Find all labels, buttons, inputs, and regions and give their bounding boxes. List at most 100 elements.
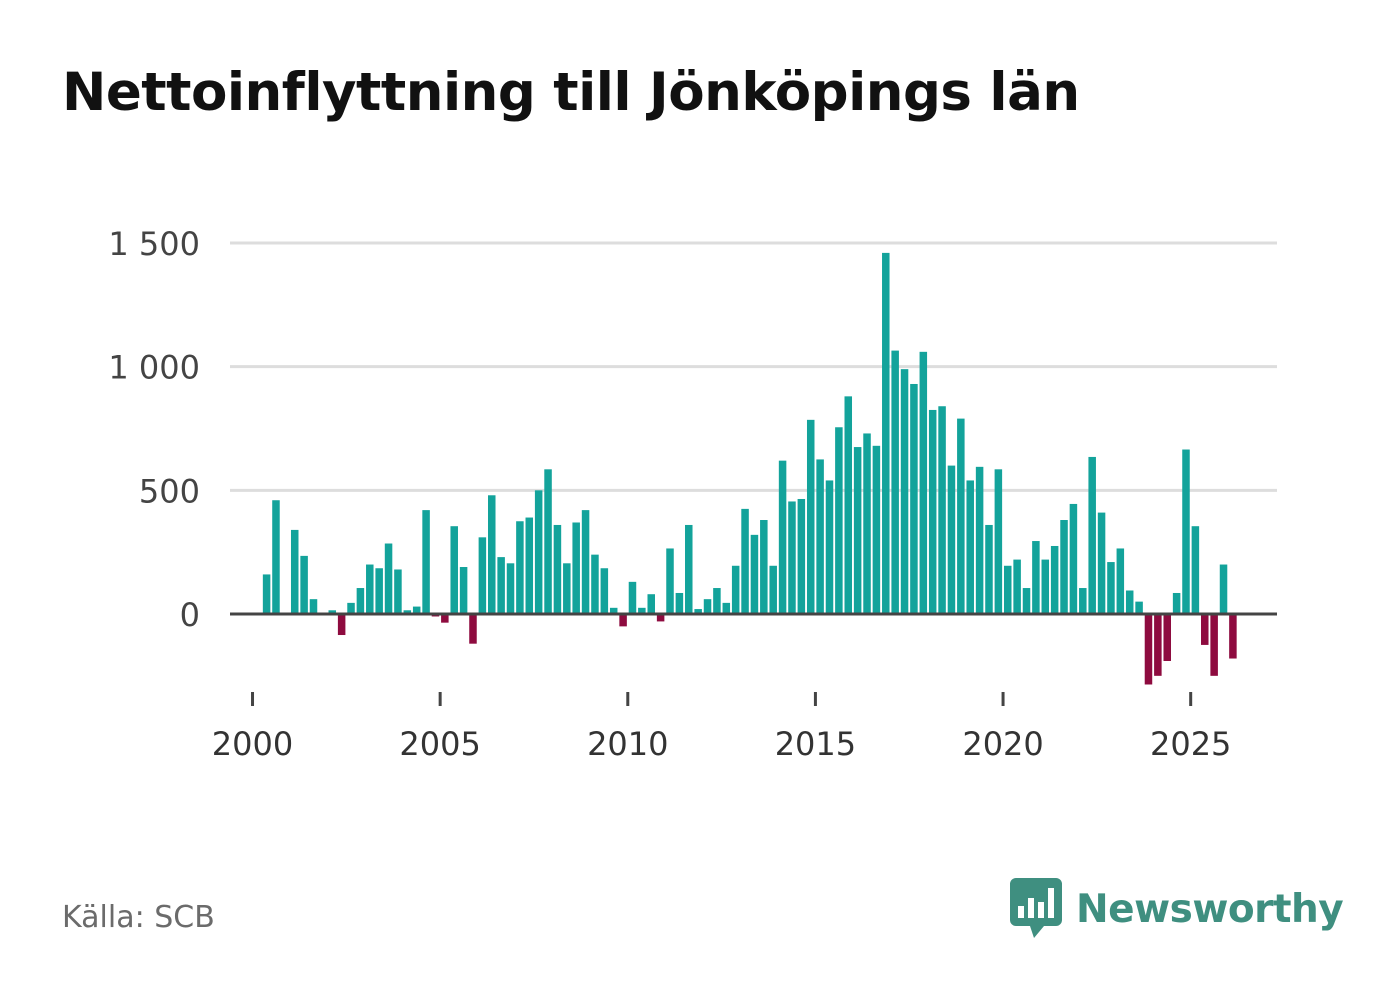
bar [816, 459, 824, 614]
bar [1125, 590, 1134, 614]
bar [685, 524, 693, 614]
x-tick-label: 2010 [587, 725, 668, 763]
bar [769, 565, 777, 614]
bar [478, 537, 487, 614]
bar [910, 383, 918, 614]
bar [957, 418, 965, 614]
x-tick-label: 2015 [775, 725, 856, 763]
brand-logo[interactable]: Newsworthy [1010, 878, 1344, 940]
bar [1210, 614, 1218, 676]
bar [1116, 548, 1125, 614]
bar [825, 480, 834, 614]
bar [1060, 520, 1068, 614]
chart-title: Nettoinflyttning till Jönköpings län [62, 62, 1080, 123]
bar [882, 252, 890, 614]
bar [1219, 564, 1228, 614]
bar [797, 498, 806, 614]
bar [506, 563, 515, 614]
bar [516, 521, 524, 614]
bar [1097, 512, 1106, 614]
bar-chart-speech-bubble-icon [1010, 878, 1062, 938]
bar [656, 614, 665, 622]
x-tick-label: 2000 [212, 725, 293, 763]
bar [553, 524, 562, 614]
brand-name: Newsworthy [1076, 886, 1344, 932]
bar [525, 517, 534, 614]
bar [337, 614, 346, 636]
bar [928, 409, 937, 614]
bar [488, 495, 496, 614]
bar [1191, 526, 1200, 614]
bar [788, 501, 796, 614]
bar [469, 614, 477, 644]
bar [1088, 456, 1096, 614]
y-tick-label: 0 [180, 596, 200, 634]
bar [975, 466, 984, 614]
bar [272, 500, 280, 614]
bars [262, 252, 1237, 685]
bar [872, 445, 881, 614]
bar [638, 607, 646, 614]
bar [572, 522, 580, 614]
y-tick-label: 1 000 [108, 349, 200, 387]
bar [384, 543, 393, 614]
bar [544, 469, 552, 614]
bar [356, 588, 365, 614]
bar [947, 465, 956, 614]
bar [741, 508, 749, 614]
x-tick-label: 2005 [399, 725, 480, 763]
bar [300, 555, 308, 614]
bar [497, 557, 505, 614]
bar [1107, 562, 1115, 614]
bar [713, 588, 721, 614]
bar [1229, 614, 1237, 659]
bar [422, 510, 430, 614]
bar [675, 592, 684, 614]
bar [450, 526, 458, 614]
bar [1172, 592, 1181, 614]
y-axis-labels: 0 500 1 000 1 500 [108, 225, 200, 634]
bar [966, 480, 974, 614]
bar [938, 406, 946, 614]
bar [403, 610, 412, 614]
bar [609, 607, 618, 614]
bar [412, 606, 421, 614]
bar [760, 520, 768, 614]
bar [863, 433, 871, 614]
bar [591, 554, 599, 614]
bar [628, 581, 637, 614]
bar [1163, 614, 1171, 661]
y-tick-label: 1 500 [108, 225, 200, 263]
bar [290, 529, 299, 614]
y-tick-label: 500 [139, 472, 200, 510]
bar [1144, 614, 1153, 685]
bar [619, 614, 627, 627]
bar [919, 351, 928, 614]
bar [1201, 614, 1209, 645]
bar [1022, 588, 1031, 614]
bar [459, 567, 468, 614]
bar [703, 599, 712, 614]
source-note: Källa: SCB [62, 900, 215, 935]
bar [853, 447, 862, 614]
bar [1135, 601, 1143, 614]
bar [806, 419, 815, 614]
bar [441, 614, 449, 623]
x-tick-label: 2020 [962, 725, 1043, 763]
bar [1003, 565, 1012, 614]
bar [985, 524, 993, 614]
bar [722, 602, 731, 614]
bar [1154, 614, 1162, 676]
bar [1032, 541, 1040, 614]
bar [581, 510, 590, 614]
bar [647, 594, 655, 614]
bar [666, 548, 674, 614]
bar [900, 369, 909, 614]
bar [394, 569, 402, 614]
x-axis: 2000 2005 2010 2015 2020 2025 [212, 692, 1231, 763]
bar [563, 563, 571, 614]
bar [366, 564, 374, 614]
bar [328, 610, 337, 614]
bar [694, 609, 702, 614]
